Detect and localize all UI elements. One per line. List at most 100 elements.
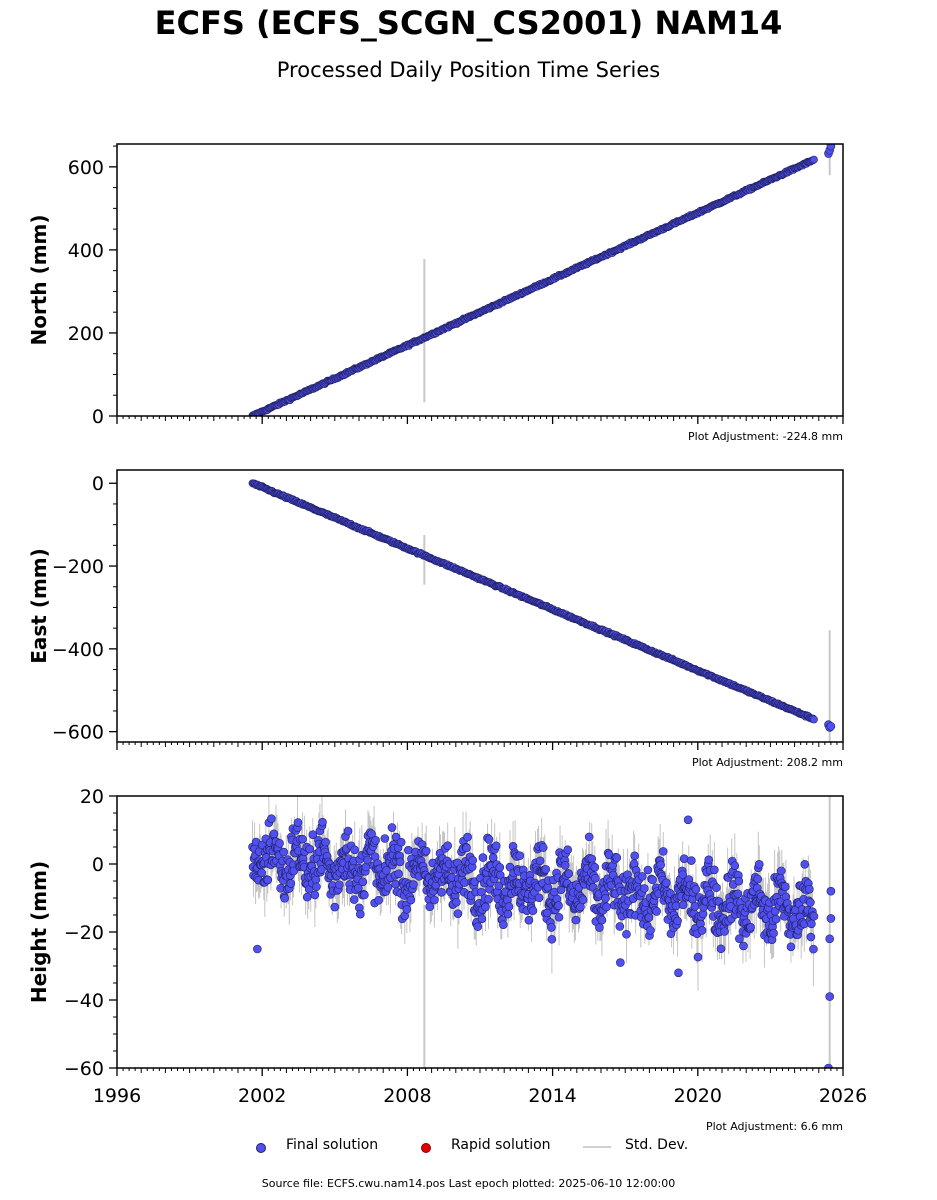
x-tick-label: 1996 [93,1085,141,1107]
data-point [460,878,469,887]
data-point [468,856,478,865]
y-tick-label: −600 [52,722,104,744]
x-tick-label: 2002 [238,1085,286,1107]
data-point [809,911,819,921]
data-point [279,847,288,857]
plot-frame [116,143,844,417]
data-point [687,856,696,865]
data-point [646,926,655,935]
data-point [658,847,668,856]
plot-area [248,144,836,416]
data-point [826,721,836,731]
y-axis-label: East (mm) [27,548,51,664]
data-point [298,834,307,844]
y-tick-label: −400 [52,639,104,661]
data-point [361,862,371,872]
data-point [554,901,563,910]
data-point [425,902,435,912]
data-point [528,906,538,916]
data-point [810,715,818,724]
data-point [360,890,369,900]
data-point [318,817,327,827]
data-point [638,872,647,881]
data-point [494,881,504,891]
data-point [275,839,284,848]
data-point [491,841,501,851]
y-tick-label: 0 [92,854,104,876]
data-point [443,841,452,850]
data-point [807,919,816,929]
plot-area [248,796,836,1068]
y-tick-label: 20 [80,786,104,808]
data-point [263,875,273,885]
data-point [395,857,405,867]
data-point [312,882,321,892]
data-point [643,865,653,875]
data-point [257,868,267,878]
x-tick-label: 2026 [819,1085,867,1107]
data-point [317,865,326,874]
data-point [690,902,700,911]
data-point [601,894,610,903]
legend-rapid-label: Rapid solution [451,1137,551,1153]
plot-adjustment-note: Plot Adjustment: -224.8 mm [688,430,843,443]
y-tick-label: 0 [92,406,104,428]
data-point [578,895,588,905]
data-point [391,832,401,842]
data-point [363,855,372,865]
chart-title: ECFS (ECFS_SCGN_CS2001) NAM14 [154,4,783,42]
data-point [335,880,344,890]
data-point [602,902,611,912]
data-point [302,892,312,902]
data-point [547,923,556,932]
data-point [781,882,790,891]
data-point [350,845,359,855]
x-tick-label: 2020 [674,1085,722,1107]
data-point [371,836,380,845]
panel-0: 0 200 400 600 North (mm) Plot Adjustment: -22… [27,143,844,443]
data-point [554,912,564,922]
data-point [503,909,513,919]
data-point [640,884,649,893]
data-point [809,944,818,954]
data-point [538,843,548,852]
final-solution-marker [256,1143,266,1153]
data-point [584,832,594,842]
data-point [753,874,763,884]
data-point [463,832,472,842]
data-point [824,1063,833,1068]
data-point [678,900,688,910]
data-point [800,859,810,869]
data-point [504,902,514,911]
rapid-solution-marker [421,1143,431,1153]
data-point [406,895,416,905]
data-point [786,942,796,952]
data-point [267,814,276,823]
data-point [590,862,600,872]
data-point [481,902,490,912]
data-point [746,922,755,932]
plot-adjustment-note: Plot Adjustment: 208.2 mm [692,756,843,769]
x-tick-label: 2014 [528,1085,576,1107]
data-point [383,882,393,892]
legend-final-label: Final solution [286,1137,379,1153]
data-point [305,844,315,854]
data-point [488,853,498,862]
chart-subtitle: Processed Daily Position Time Series [276,58,661,82]
data-point [662,878,671,888]
data-point [430,895,439,905]
data-point [597,915,607,925]
data-point [826,914,836,923]
y-tick-label: −200 [52,556,104,578]
data-point [349,895,359,904]
data-point [734,876,744,886]
y-tick-label: −60 [64,1058,104,1080]
y-tick-label: 0 [92,473,104,495]
data-point [477,914,487,924]
plot-adjustment-note: Plot Adjustment: 6.6 mm [706,1120,843,1133]
source-file-note: Source file: ECFS.cwu.nam14.pos Last epo… [261,1177,676,1190]
data-point [671,901,681,911]
y-tick-label: 600 [68,157,104,179]
data-point [404,845,413,855]
data-point [382,866,391,875]
